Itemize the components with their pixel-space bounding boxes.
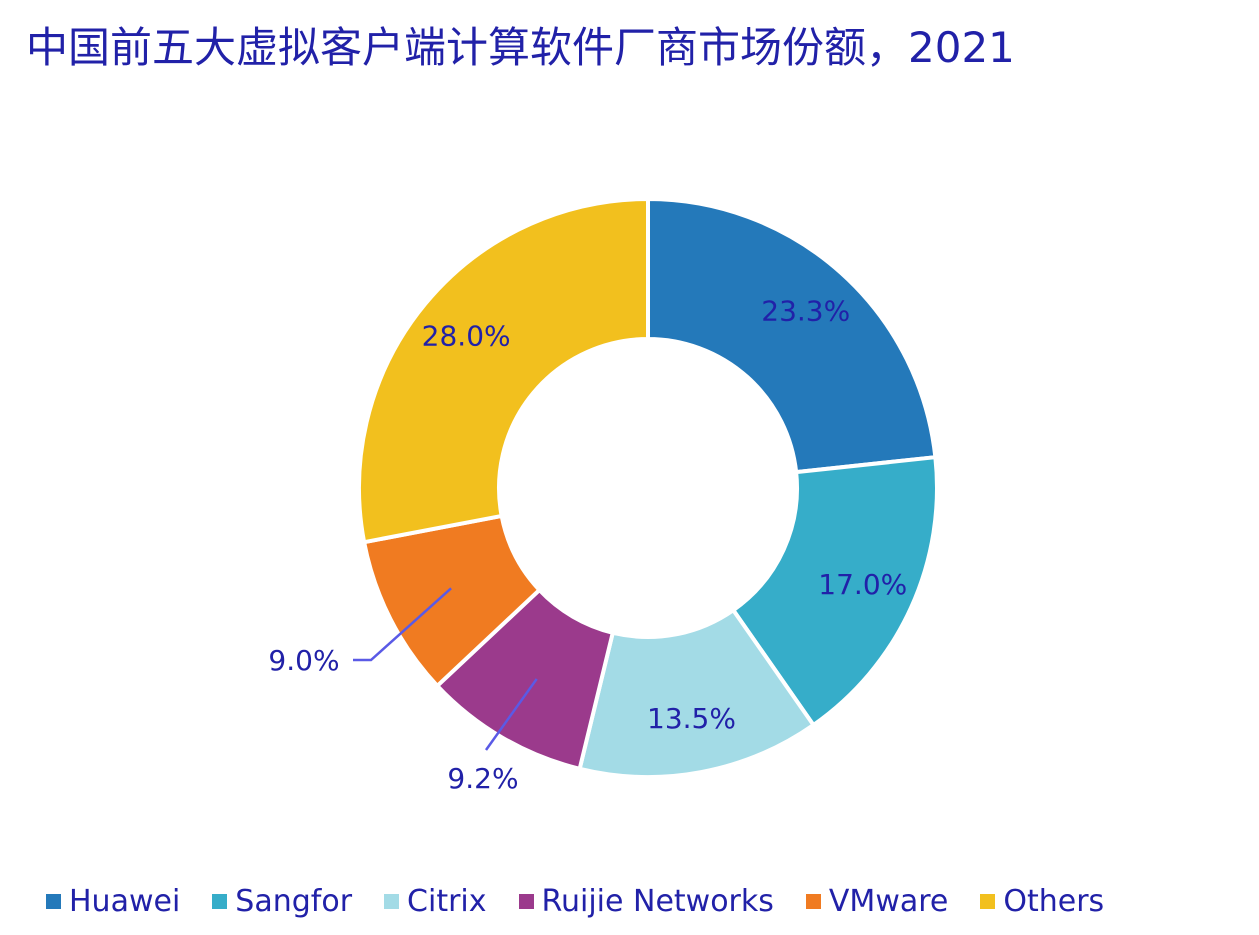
legend-swatch [384,894,400,909]
slice-others [357,197,650,545]
legend-item-others: Others [980,884,1104,919]
legend-item-huawei: Huawei [46,884,180,919]
data-label-others: 28.0% [422,320,511,353]
legend: Huawei Sangfor Citrix Ruijie Networks VMware… [46,884,1104,919]
leader-line-ruijie-networks [484,678,538,751]
legend-label: Huawei [69,884,181,919]
legend-swatch [212,894,228,909]
slice-sangfor [731,455,939,727]
slice-huawei [646,197,938,475]
data-label-ruijie-networks: 9.2% [447,762,518,795]
donut-chart: 23.3% 17.0% 13.5% 9.2% 9.0% 28.0% [268,197,939,795]
legend-item-ruijie-networks: Ruijie Networks [518,884,774,919]
legend-swatch [980,894,996,909]
legend-item-vmware: VMware [805,884,949,919]
legend-label: Sangfor [235,884,353,919]
data-label-vmware: 9.0% [268,644,339,677]
data-label-citrix: 13.5% [647,702,736,735]
legend-swatch [805,894,821,909]
slices-group [357,197,939,779]
legend-swatch [518,894,534,909]
legend-label: Ruijie Networks [541,884,774,919]
legend-label: Citrix [407,884,487,919]
data-label-huawei: 23.3% [761,294,850,327]
chart-title: 中国前五大虚拟客户端计算软件厂商市场份额，2021 [26,23,1015,72]
data-label-sangfor: 17.0% [818,568,907,601]
legend-swatch [46,894,61,909]
leader-line-vmware [353,587,452,662]
legend-item-sangfor: Sangfor [212,884,352,919]
leader-lines-group [353,587,538,751]
slice-citrix [577,608,816,779]
legend-label: Others [1003,884,1105,919]
legend-item-citrix: Citrix [384,884,487,919]
legend-label: VMware [828,884,949,919]
data-labels-group: 23.3% 17.0% 13.5% 9.2% 9.0% 28.0% [268,294,907,795]
